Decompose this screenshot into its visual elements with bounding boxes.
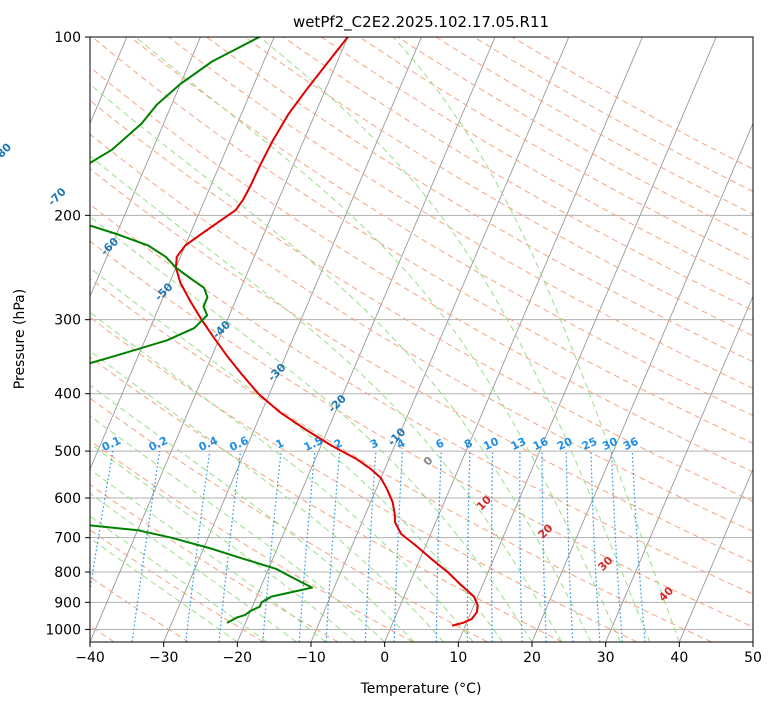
mixing-ratio-line bbox=[185, 451, 211, 642]
moist-adiabat-line bbox=[90, 267, 503, 642]
dry-adiabat-line bbox=[90, 529, 264, 642]
moist-adiabat-line bbox=[90, 350, 444, 642]
mixing-ratio-line bbox=[631, 451, 646, 642]
sounding-profiles bbox=[90, 37, 479, 627]
dry-adiabat-line bbox=[90, 278, 712, 642]
dry-adiabat-line bbox=[130, 37, 753, 417]
isotherm-line bbox=[90, 37, 201, 298]
y-tick-label: 800 bbox=[54, 565, 81, 581]
chart-title: wetPf2_C2E2.2025.102.17.05.R11 bbox=[293, 13, 549, 32]
mixing-ratio-lines bbox=[90, 450, 646, 642]
dry-adiabat-line bbox=[282, 37, 753, 312]
y-tick-label: 300 bbox=[54, 313, 81, 329]
temperature-profile-line bbox=[174, 37, 479, 627]
moist-adiabat-line bbox=[259, 37, 651, 642]
dry-adiabat-line bbox=[90, 316, 638, 642]
dry-adiabat-line bbox=[90, 168, 753, 563]
plot-frame bbox=[89, 36, 754, 643]
dry-adiabat-line bbox=[90, 356, 563, 642]
mixing-ratio-label: 30 bbox=[600, 435, 620, 453]
isotherm-line bbox=[605, 295, 753, 642]
y-tick-label: 600 bbox=[54, 491, 81, 507]
mixing-ratio-label: 20 bbox=[555, 435, 575, 453]
x-tick-label: 40 bbox=[670, 650, 688, 666]
mixing-ratio-line bbox=[298, 451, 316, 642]
isotherm-line bbox=[384, 37, 643, 642]
dry-adiabat-line bbox=[244, 37, 753, 337]
isotherm-line bbox=[90, 37, 349, 642]
x-tick-label: −40 bbox=[75, 650, 105, 666]
dry-adiabat-line bbox=[90, 99, 753, 502]
mixing-ratio-line bbox=[90, 450, 114, 594]
moist-adiabat-line bbox=[90, 155, 562, 642]
moist-adiabat-line bbox=[90, 515, 268, 642]
y-tick-label: 1000 bbox=[45, 622, 81, 638]
y-tick-label: 100 bbox=[54, 30, 81, 46]
isotherm-line bbox=[236, 37, 496, 642]
isotherm-line bbox=[163, 37, 422, 642]
x-tick-label: −20 bbox=[223, 650, 253, 666]
isotherm-line bbox=[678, 467, 753, 642]
y-tick-label: 700 bbox=[54, 531, 81, 547]
x-tick-label: 30 bbox=[597, 650, 615, 666]
moist-adiabat-line bbox=[90, 492, 297, 642]
mixing-ratio-line bbox=[218, 451, 242, 642]
mixing-ratio-label: 25 bbox=[580, 435, 599, 453]
moist-adiabat-line bbox=[90, 468, 327, 642]
mixing-ratio-line bbox=[262, 451, 282, 642]
moist-adiabat-line bbox=[135, 37, 621, 642]
dry-adiabat-line bbox=[91, 37, 753, 445]
y-axis-label: Pressure (hPa) bbox=[12, 289, 28, 389]
isobar-gridlines bbox=[90, 37, 753, 630]
x-tick-label: 10 bbox=[449, 650, 467, 666]
moist-adiabat-lines bbox=[90, 37, 680, 642]
dewpoint-profile-line bbox=[90, 37, 314, 624]
x-tick-label: −30 bbox=[149, 650, 179, 666]
moist-adiabat-line bbox=[392, 37, 680, 642]
x-axis: −40 −30 −20 −10 0 10 20 30 40 50 bbox=[75, 642, 762, 666]
mixing-ratio-label: 13 bbox=[509, 435, 528, 453]
isotherm-line bbox=[457, 37, 717, 642]
y-tick-label: 900 bbox=[54, 595, 81, 611]
x-tick-label: 0 bbox=[380, 650, 389, 666]
mixing-ratio-label: 36 bbox=[621, 435, 641, 453]
mixing-ratio-label: 10 bbox=[481, 435, 501, 453]
x-axis-label: Temperature (°C) bbox=[360, 681, 482, 697]
y-tick-label: 500 bbox=[54, 444, 81, 460]
moist-adiabat-line bbox=[90, 384, 415, 642]
isotherm-line bbox=[531, 122, 753, 642]
x-tick-label: 20 bbox=[523, 650, 541, 666]
dry-adiabat-line bbox=[90, 133, 753, 533]
x-tick-label: −10 bbox=[296, 650, 326, 666]
mixing-ratio-label: 16 bbox=[531, 435, 551, 453]
dry-adiabat-line bbox=[90, 240, 753, 628]
y-tick-label: 400 bbox=[54, 387, 81, 403]
y-axis: 100 200 300 400 500 600 700 800 900 1000 bbox=[45, 30, 90, 638]
isotherm-line bbox=[90, 37, 275, 471]
mixing-ratio-line bbox=[131, 451, 161, 642]
moist-adiabat-line bbox=[90, 537, 238, 642]
moist-adiabat-line bbox=[90, 415, 386, 642]
x-tick-label: 50 bbox=[744, 650, 762, 666]
moist-adiabat-line bbox=[90, 215, 533, 642]
moist-adiabat-line bbox=[90, 311, 474, 642]
dry-adiabat-line bbox=[168, 37, 753, 389]
y-tick-label: 200 bbox=[54, 208, 81, 224]
